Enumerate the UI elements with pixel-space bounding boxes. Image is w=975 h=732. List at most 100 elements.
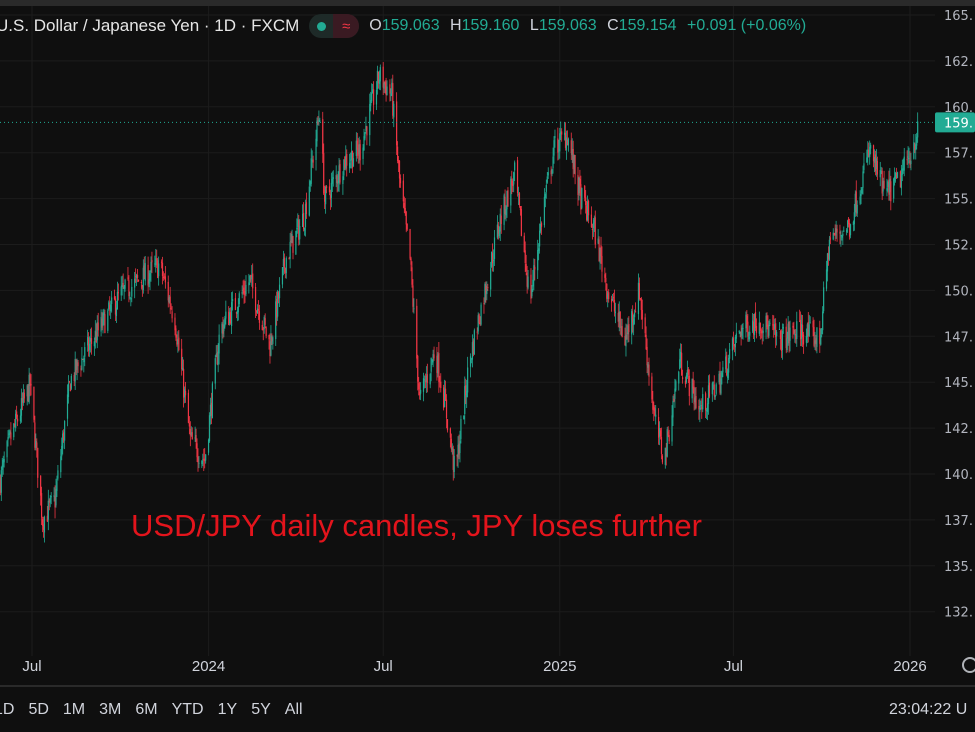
candle-body: [87, 337, 89, 346]
candle-body: [742, 328, 744, 330]
candle-body: [184, 390, 187, 396]
candle-body: [339, 164, 341, 183]
settings-gear-icon[interactable]: [962, 657, 975, 673]
range-1d[interactable]: 1D: [0, 701, 15, 718]
candle-body: [873, 156, 876, 163]
candle-body: [225, 311, 227, 319]
candle-body: [48, 501, 50, 503]
candle-body: [832, 232, 834, 240]
candle-body: [397, 160, 400, 164]
range-ytd[interactable]: YTD: [171, 701, 204, 718]
range-all[interactable]: All: [284, 701, 303, 718]
candle-body: [846, 229, 848, 233]
candle-body: [640, 298, 642, 311]
candle-body: [9, 431, 11, 435]
candle-body: [559, 133, 561, 152]
candle-body: [653, 407, 655, 411]
candle-body: [769, 322, 771, 325]
x-tick-label: 2024: [191, 658, 226, 675]
candle-body: [776, 331, 778, 337]
candle-body: [452, 448, 454, 470]
y-tick-label: 142.: [944, 422, 973, 437]
candle-body: [627, 325, 629, 335]
candle-body: [692, 378, 694, 389]
candle-body: [55, 488, 57, 506]
range-1m[interactable]: 1M: [62, 701, 86, 718]
candle-body: [722, 367, 724, 373]
candle-body: [836, 228, 838, 233]
candle-body: [774, 324, 776, 329]
candle-body: [103, 312, 105, 316]
candle-body: [799, 320, 801, 322]
candle-body: [601, 256, 603, 272]
candle-body: [463, 415, 465, 420]
candle-body: [726, 355, 728, 376]
candle-body: [62, 433, 64, 449]
candle-body: [120, 286, 122, 296]
candle-body: [264, 318, 266, 325]
candle-body: [272, 337, 274, 344]
candle-body: [97, 322, 99, 331]
candle-body: [551, 169, 553, 174]
candle-body: [914, 144, 916, 150]
candle-body: [174, 317, 176, 331]
candle-body: [913, 142, 915, 159]
candle-body: [250, 275, 252, 277]
candle-body: [470, 358, 473, 360]
candle-body: [487, 287, 489, 289]
range-5d[interactable]: 5D: [28, 701, 49, 718]
time-axis[interactable]: Jul 2024 Jul 2025 Jul 2026: [0, 655, 975, 685]
status-pill[interactable]: ≈: [309, 14, 360, 38]
candle-body: [27, 385, 29, 402]
candle-body: [492, 259, 495, 262]
candle-body: [263, 316, 265, 330]
candle-body: [36, 442, 38, 448]
candle-body: [531, 288, 533, 297]
candle-body: [238, 293, 240, 305]
candle-body: [154, 263, 156, 265]
candle-body: [384, 81, 386, 85]
candle-body: [719, 372, 721, 393]
candle-body: [214, 358, 216, 384]
candle-body: [183, 389, 186, 398]
candle-body: [137, 280, 140, 282]
candle-body: [607, 293, 609, 299]
candle-body: [617, 312, 619, 322]
candle-body: [520, 208, 522, 236]
candle-body: [167, 281, 169, 301]
candle-body: [639, 298, 641, 300]
candle-body: [411, 267, 413, 285]
candle-body: [767, 324, 769, 337]
candle-body: [879, 170, 881, 178]
candle-body: [634, 312, 636, 318]
candle-body: [721, 372, 723, 378]
range-6m[interactable]: 6M: [135, 701, 158, 718]
candle-body: [741, 327, 743, 336]
candle-body: [88, 343, 91, 350]
candle-body: [612, 297, 615, 299]
candle-body: [230, 302, 233, 327]
candle-body: [688, 375, 690, 397]
candle-body: [893, 178, 895, 199]
candle-body: [34, 422, 36, 448]
candle-body: [331, 178, 333, 184]
price-chart[interactable]: 165. 162. 160. 157. 155. 152. 150. 147. 145. 142.…: [0, 6, 975, 686]
range-1y[interactable]: 1Y: [217, 701, 238, 718]
range-5y[interactable]: 5Y: [251, 701, 271, 718]
candle-body: [469, 356, 472, 367]
candle-body: [708, 382, 711, 397]
range-3m[interactable]: 3M: [99, 701, 122, 718]
candle-body: [659, 430, 662, 437]
candle-body: [281, 267, 284, 285]
candle-body: [753, 313, 756, 336]
candle-body: [236, 310, 238, 314]
candle-body: [396, 146, 399, 161]
candle-body: [345, 155, 347, 169]
symbol-title[interactable]: U.S. Dollar / Japanese Yen · 1D · FXCM: [0, 16, 300, 35]
candle-body: [675, 381, 677, 391]
candle-body: [325, 186, 328, 188]
candle-body: [762, 330, 764, 333]
x-tick-label: Jul: [22, 658, 42, 675]
y-tick-label: 132.: [944, 606, 973, 621]
candle-body: [433, 354, 435, 359]
